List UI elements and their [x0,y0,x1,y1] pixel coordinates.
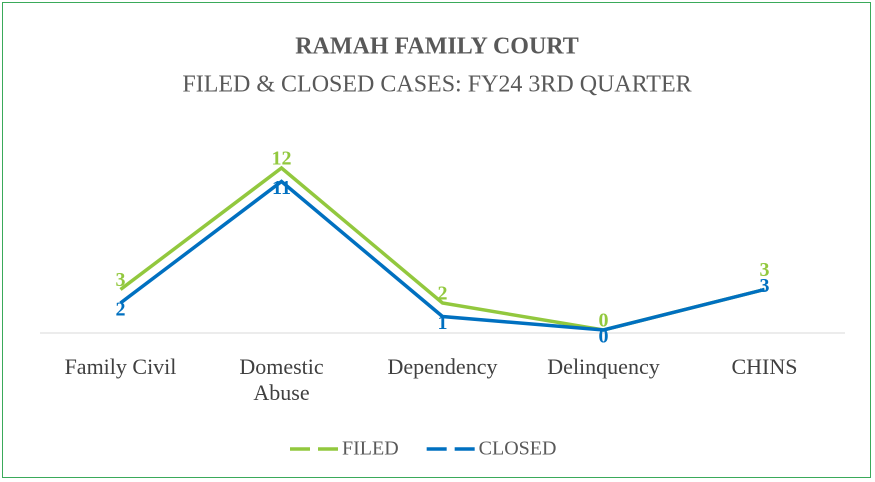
x-tick-label: CHINS [731,354,798,379]
x-tick-label: Dependency [387,354,498,379]
x-tick-label: Family Civil [64,354,177,379]
data-label: 3 [116,269,126,291]
legend-label: CLOSED [479,438,557,460]
data-label: 1 [438,312,448,334]
data-label: 12 [272,148,292,170]
chart-subtitle: FILED & CLOSED CASES: FY24 3RD QUARTER [182,72,691,98]
x-tick-label: Domestic Abuse [239,354,324,405]
data-label: 3 [760,259,770,281]
data-label: 0 [599,326,609,348]
x-tick-label: Delinquency [547,354,660,379]
data-label: 3 [760,275,770,297]
series-line [119,179,765,332]
data-label: 11 [272,177,291,199]
legend-label: FILED [342,438,399,460]
data-label: 2 [116,299,126,321]
series-line [119,165,765,332]
data-label: 2 [438,283,448,305]
data-label: 0 [599,310,609,332]
chart-title: RAMAH FAMILY COURT [295,34,579,60]
